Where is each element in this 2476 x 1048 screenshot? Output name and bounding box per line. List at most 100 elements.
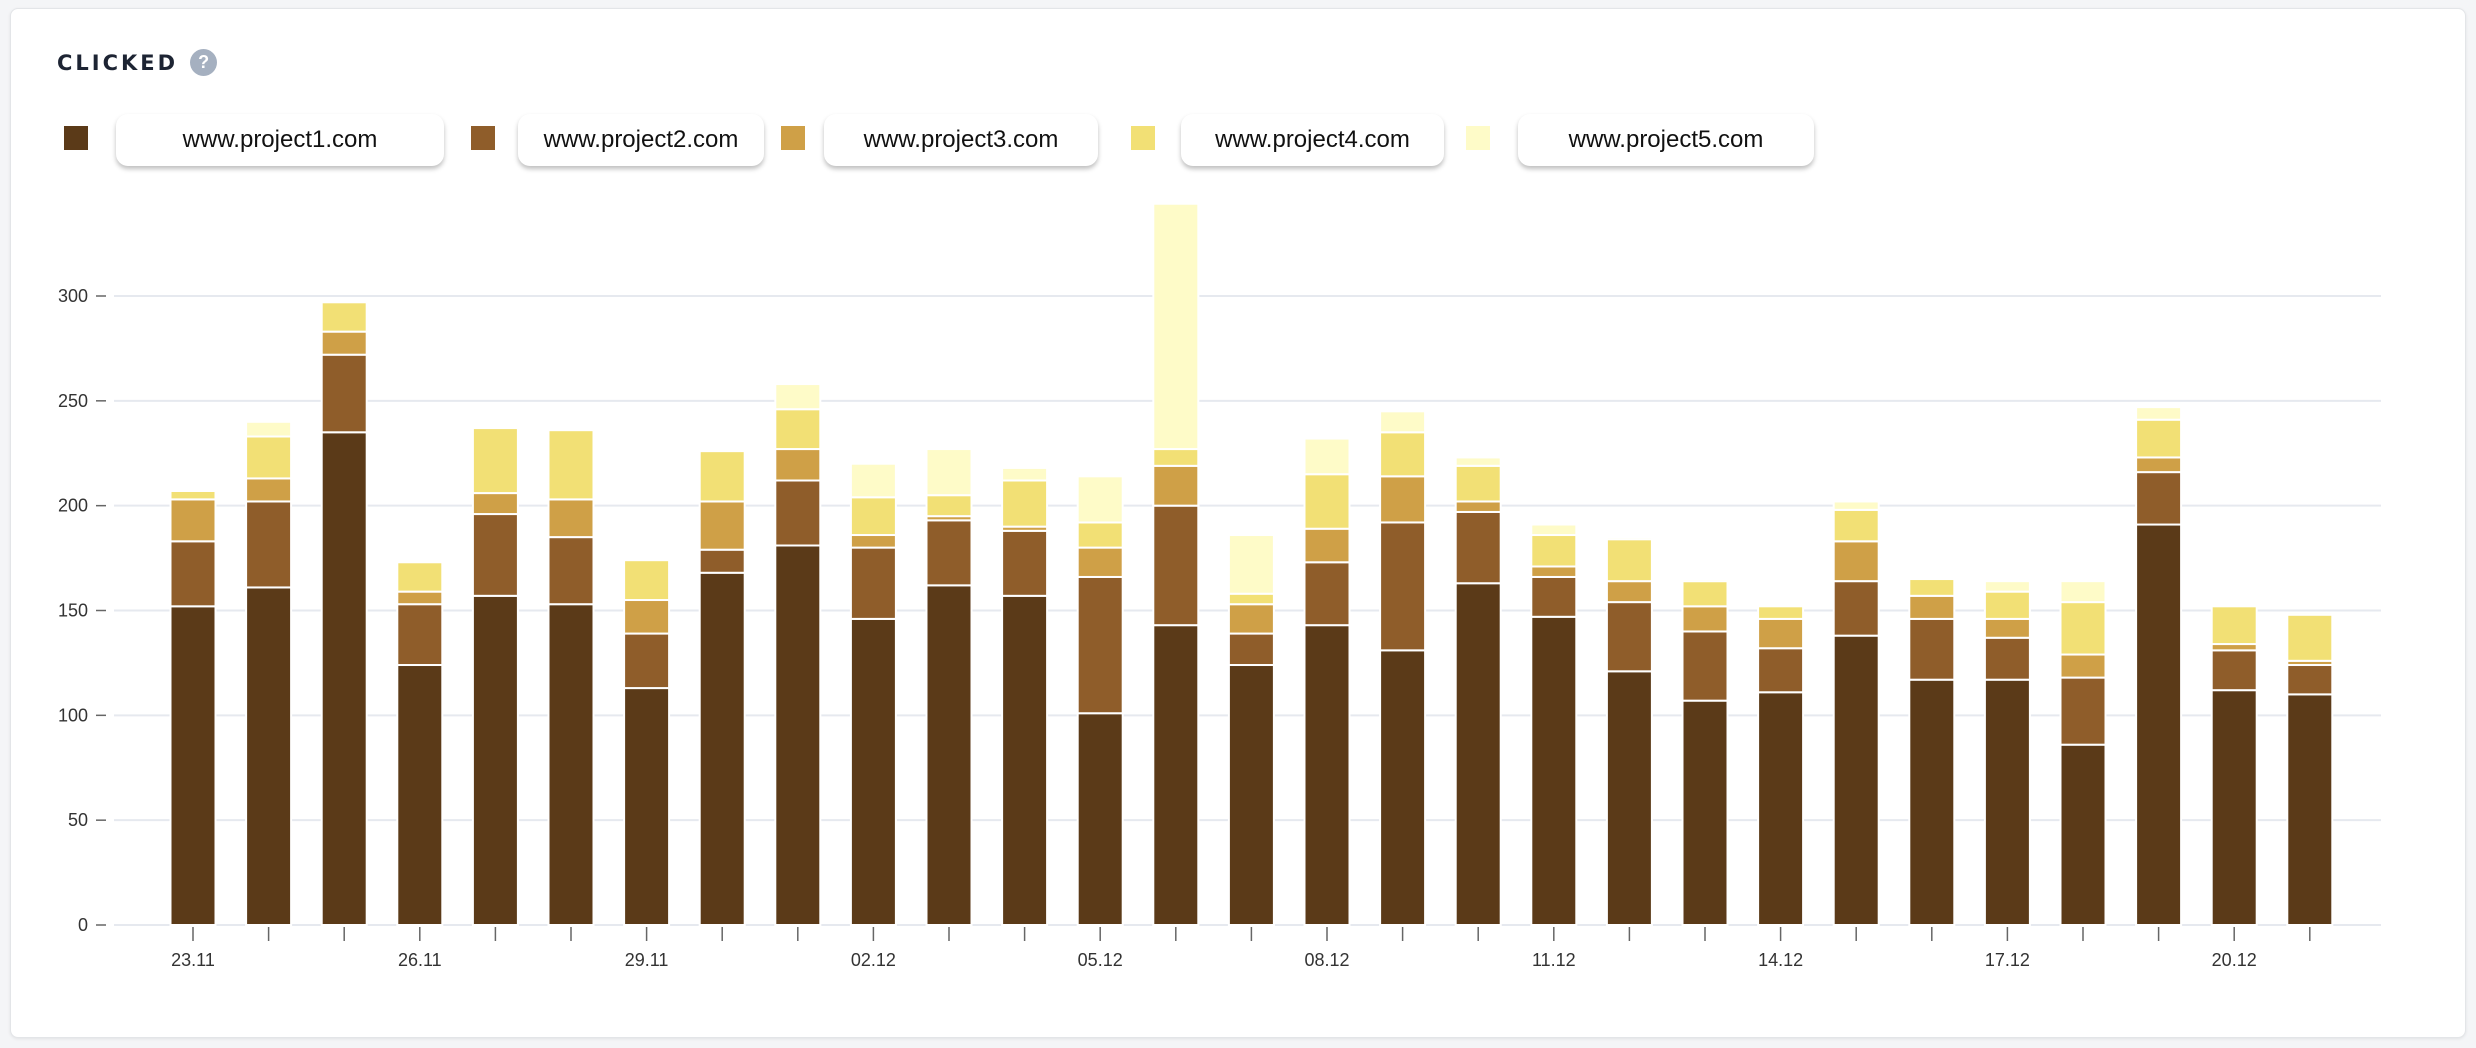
bar-segment-4-30.11[interactable] [698,450,746,503]
bar-segment-2-06.12[interactable] [1152,504,1200,627]
bar-segment-3-29.11[interactable] [623,599,671,635]
bar-segment-2-27.11[interactable] [471,513,519,597]
bar-segment-4-13.12[interactable] [1681,580,1729,608]
bar-segment-3-17.12[interactable] [1983,617,2031,639]
bar-segment-4-03.12[interactable] [925,494,973,518]
bar-segment-2-07.12[interactable] [1227,632,1275,667]
bar-segment-1-21.12[interactable] [2286,693,2334,926]
bar-segment-4-18.12[interactable] [2059,601,2107,656]
bar-segment-4-01.12[interactable] [774,408,822,451]
bar-segment-4-12.12[interactable] [1605,538,1653,583]
bar-segment-3-28.11[interactable] [547,498,595,539]
bar-segment-2-19.12[interactable] [2135,471,2183,526]
bar-segment-4-25.11[interactable] [320,301,368,333]
bar-segment-1-09.12[interactable] [1379,649,1427,926]
bar-segment-4-17.12[interactable] [1983,590,2031,620]
bar-segment-1-11.12[interactable] [1530,615,1578,926]
bar-segment-2-25.11[interactable] [320,353,368,434]
legend-item-project4[interactable]: www.project4.com [1181,114,1444,166]
bar-segment-1-14.12[interactable] [1757,691,1805,927]
bar-segment-1-17.12[interactable] [1983,678,2031,926]
bar-segment-4-11.12[interactable] [1530,534,1578,568]
bar-segment-3-25.11[interactable] [320,330,368,356]
bar-segment-3-18.12[interactable] [2059,653,2107,679]
bar-segment-3-08.12[interactable] [1303,527,1351,564]
bar-segment-4-19.12[interactable] [2135,418,2183,459]
question-circle-icon[interactable]: ? [190,49,218,76]
bar-segment-1-12.12[interactable] [1605,670,1653,927]
bar-segment-4-16.12[interactable] [1908,578,1956,597]
bar-segment-2-11.12[interactable] [1530,575,1578,618]
bar-segment-3-13.12[interactable] [1681,605,1729,633]
bar-segment-5-10.12[interactable] [1454,456,1502,467]
bar-segment-4-10.12[interactable] [1454,464,1502,503]
bar-segment-2-04.12[interactable] [1001,529,1049,597]
bar-segment-2-09.12[interactable] [1379,521,1427,652]
bar-segment-1-03.12[interactable] [925,584,973,927]
bar-segment-4-05.12[interactable] [1076,521,1124,549]
bar-segment-2-15.12[interactable] [1832,580,1880,637]
bar-segment-3-10.12[interactable] [1454,500,1502,513]
bar-segment-1-18.12[interactable] [2059,743,2107,926]
bar-segment-1-20.12[interactable] [2210,689,2258,926]
bar-segment-3-15.12[interactable] [1832,540,1880,583]
bar-segment-5-13.12[interactable] [1681,578,1729,583]
bar-segment-2-21.12[interactable] [2286,664,2334,696]
bar-segment-2-05.12[interactable] [1076,575,1124,715]
bar-segment-3-27.11[interactable] [471,492,519,516]
bar-segment-3-30.11[interactable] [698,500,746,551]
bar-segment-1-08.12[interactable] [1303,624,1351,927]
bar-segment-4-29.11[interactable] [623,559,671,602]
bar-segment-1-23.11[interactable] [169,605,217,926]
bar-segment-3-02.12[interactable] [849,534,897,549]
bar-segment-3-23.11[interactable] [169,498,217,543]
bar-segment-4-15.12[interactable] [1832,508,1880,543]
bar-segment-2-24.11[interactable] [245,500,293,589]
legend-item-project1[interactable]: www.project1.com [116,114,444,166]
bar-segment-4-06.12[interactable] [1152,448,1200,467]
bar-segment-5-09.12[interactable] [1379,410,1427,434]
bar-segment-4-23.11[interactable] [169,489,217,501]
bar-segment-3-26.11[interactable] [396,590,444,606]
bar-segment-2-20.12[interactable] [2210,649,2258,692]
bar-segment-4-20.12[interactable] [2210,605,2258,646]
bar-segment-1-24.11[interactable] [245,586,293,926]
bar-segment-1-04.12[interactable] [1001,594,1049,926]
bar-segment-3-12.12[interactable] [1605,580,1653,604]
bar-segment-1-28.11[interactable] [547,603,595,927]
bar-segment-4-08.12[interactable] [1303,473,1351,530]
bar-segment-5-15.12[interactable] [1832,500,1880,511]
bar-segment-1-13.12[interactable] [1681,699,1729,927]
bar-segment-5-11.12[interactable] [1530,523,1578,537]
bar-segment-2-17.12[interactable] [1983,636,2031,681]
bar-segment-3-06.12[interactable] [1152,464,1200,507]
bar-segment-2-13.12[interactable] [1681,630,1729,702]
bar-segment-1-16.12[interactable] [1908,678,1956,926]
bar-segment-2-14.12[interactable] [1757,647,1805,694]
bar-segment-1-15.12[interactable] [1832,634,1880,926]
bar-segment-2-08.12[interactable] [1303,561,1351,627]
bar-segment-4-21.12[interactable] [2286,613,2334,662]
bar-segment-2-02.12[interactable] [849,546,897,620]
bar-segment-3-01.12[interactable] [774,448,822,482]
bar-segment-3-24.11[interactable] [245,477,293,503]
bar-segment-3-16.12[interactable] [1908,594,1956,620]
bar-segment-2-01.12[interactable] [774,479,822,547]
bar-segment-3-19.12[interactable] [2135,456,2183,474]
bar-segment-4-14.12[interactable] [1757,605,1805,620]
bar-segment-5-24.11[interactable] [245,420,293,438]
bar-segment-4-09.12[interactable] [1379,431,1427,478]
bar-segment-1-05.12[interactable] [1076,712,1124,927]
bar-segment-5-04.12[interactable] [1001,466,1049,482]
legend-item-project2[interactable]: www.project2.com [518,114,764,166]
bar-segment-5-02.12[interactable] [849,462,897,499]
bar-segment-2-23.11[interactable] [169,540,217,608]
bar-segment-5-03.12[interactable] [925,448,973,497]
bar-segment-2-12.12[interactable] [1605,601,1653,673]
bar-segment-1-25.11[interactable] [320,431,368,926]
bar-segment-1-29.11[interactable] [623,687,671,926]
bar-segment-3-14.12[interactable] [1757,617,1805,650]
legend-item-project3[interactable]: www.project3.com [824,114,1098,166]
bar-segment-2-03.12[interactable] [925,519,973,587]
legend-item-project5[interactable]: www.project5.com [1518,114,1814,166]
